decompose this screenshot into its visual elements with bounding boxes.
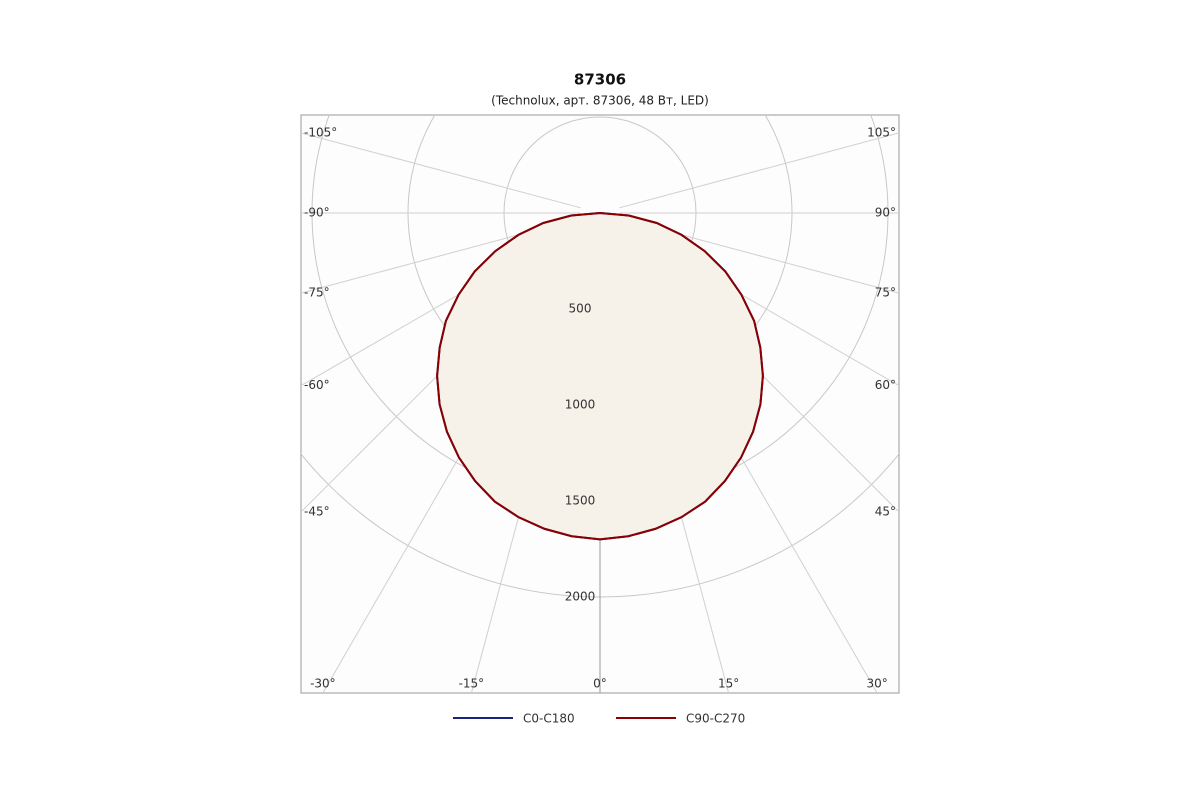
angle-label: 75° [875,286,896,300]
angle-label: -75° [304,286,330,300]
curve [436,212,764,541]
curve-fill [437,213,763,540]
angle-label: 0° [593,677,607,691]
angle-label: -90° [304,206,330,220]
angle-label: -105° [304,125,337,139]
angle-label: 30° [866,677,887,691]
legend-label: C0-C180 [523,712,575,726]
angle-label: 15° [718,677,739,691]
angle-label: 45° [875,505,896,519]
spoke [619,132,899,209]
angle-label: -45° [304,505,330,519]
labels: -105° -90° -75° -60° -45° -30° -15° 0° 15° 30° 45°… [304,125,896,725]
ring-label: 1500 [565,494,596,508]
ring-label: 500 [569,302,592,316]
angle-label: 60° [875,378,896,392]
angle-label: -30° [310,677,336,691]
ring-label: 2000 [565,590,596,604]
spoke [301,132,581,209]
chart-title: 87306 [574,71,626,89]
plot [301,115,899,693]
chart-subtitle: (Technolux, арт. 87306, 48 Вт, LED) [491,94,709,108]
legend-label: C90-C270 [686,712,745,726]
angle-label: 90° [875,206,896,220]
angle-label: -15° [459,677,485,691]
angle-label: -60° [304,378,330,392]
ring-label: 1000 [565,398,596,412]
angle-label: 105° [867,125,896,139]
